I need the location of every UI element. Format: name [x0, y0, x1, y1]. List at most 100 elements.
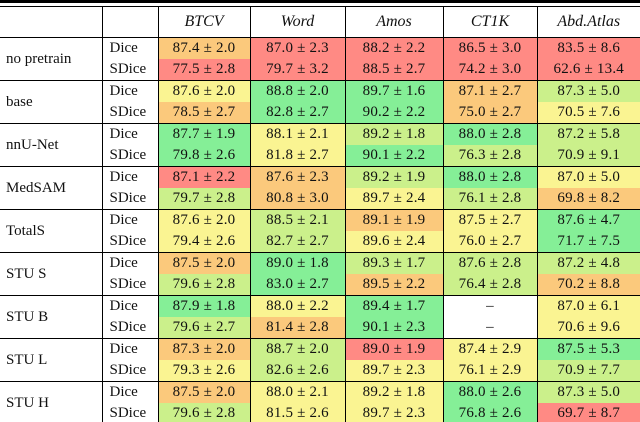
model-label: STU B [0, 295, 102, 339]
value-cell: 87.5 ± 2.0 [157, 252, 250, 274]
value-cell: 89.6 ± 2.4 [344, 231, 443, 253]
value-cell: 70.6 ± 9.6 [536, 317, 640, 339]
value-cell: 81.8 ± 2.7 [249, 145, 345, 167]
value-cell: 87.6 ± 2.0 [157, 209, 250, 231]
value-cell: 86.5 ± 3.0 [442, 37, 537, 59]
metric-label: SDice [101, 59, 158, 81]
metric-label: SDice [101, 231, 158, 253]
value-cell: 74.2 ± 3.0 [442, 59, 537, 81]
value-cell: 89.7 ± 2.4 [344, 188, 443, 210]
value-cell: 87.0 ± 2.3 [249, 37, 345, 59]
metric-label: SDice [101, 145, 158, 167]
model-label: STU H [0, 381, 102, 422]
table-row: no pretrain Dice 87.4 ± 2.0 87.0 ± 2.3 88.2 … [0, 37, 640, 81]
model-label: STU S [0, 252, 102, 296]
value-cell: 87.1 ± 2.2 [157, 166, 250, 188]
value-cell: – [442, 317, 537, 339]
table-row: TotalS Dice 87.6 ± 2.0 88.5 ± 2.1 89.1 ± 1.9… [0, 209, 640, 253]
model-label: base [0, 80, 102, 124]
metric-label: Dice [101, 381, 158, 403]
value-cell: – [442, 295, 537, 317]
metric-label: SDice [101, 274, 158, 296]
value-cell: 89.5 ± 2.2 [344, 274, 443, 296]
metric-label: Dice [101, 338, 158, 360]
metric-label: SDice [101, 317, 158, 339]
value-cell: 87.5 ± 5.3 [536, 338, 640, 360]
value-cell: 70.5 ± 7.6 [536, 102, 640, 124]
value-cell: 87.0 ± 5.0 [536, 166, 640, 188]
value-cell: 88.0 ± 2.6 [442, 381, 537, 403]
table-row: SDice 79.8 ± 2.6 81.8 ± 2.7 90.1 ± 2.2 76.3 … [0, 145, 640, 167]
column-header-amos: Amos [344, 6, 443, 38]
value-cell: 71.7 ± 7.5 [536, 231, 640, 253]
header-row: BTCV Word Amos CT1K Abd.Atlas [0, 6, 640, 38]
value-cell: 83.5 ± 8.6 [536, 37, 640, 59]
value-cell: 79.8 ± 2.6 [157, 145, 250, 167]
value-cell: 87.4 ± 2.9 [442, 338, 537, 360]
model-label: TotalS [0, 209, 102, 253]
table-row: SDice 79.6 ± 2.7 81.4 ± 2.8 90.1 ± 2.3–70.6… [0, 317, 640, 339]
value-cell: 87.6 ± 2.3 [249, 166, 345, 188]
value-cell: 83.0 ± 2.7 [249, 274, 345, 296]
table-row: SDice 79.7 ± 2.8 80.8 ± 3.0 89.7 ± 2.4 76.1 … [0, 188, 640, 210]
value-cell: 87.0 ± 6.1 [536, 295, 640, 317]
value-cell: 87.2 ± 5.8 [536, 123, 640, 145]
value-cell: 79.7 ± 2.8 [157, 188, 250, 210]
metric-label: Dice [101, 80, 158, 102]
metric-label: SDice [101, 102, 158, 124]
value-cell: 69.7 ± 8.7 [536, 403, 640, 422]
table-row: STU H Dice 87.5 ± 2.0 88.0 ± 2.1 89.2 ± 1.8 8… [0, 381, 640, 422]
value-cell: 79.7 ± 3.2 [249, 59, 345, 81]
value-cell: 87.7 ± 1.9 [157, 123, 250, 145]
value-cell: 89.7 ± 2.3 [344, 360, 443, 382]
corner-cell-metric [101, 6, 158, 38]
value-cell: 90.1 ± 2.2 [344, 145, 443, 167]
value-cell: 87.3 ± 5.0 [536, 381, 640, 403]
value-cell: 88.7 ± 2.0 [249, 338, 345, 360]
table-row: STU S Dice 87.5 ± 2.0 89.0 ± 1.8 89.3 ± 1.7 8… [0, 252, 640, 296]
value-cell: 78.5 ± 2.7 [157, 102, 250, 124]
table-row: SDice 78.5 ± 2.7 82.8 ± 2.7 90.2 ± 2.2 75.0 … [0, 102, 640, 124]
table-row: base Dice 87.6 ± 2.0 88.8 ± 2.0 89.7 ± 1.6 87… [0, 80, 640, 124]
table-row: SDice 77.5 ± 2.8 79.7 ± 3.2 88.5 ± 2.7 74.2 … [0, 59, 640, 81]
value-cell: 79.6 ± 2.8 [157, 274, 250, 296]
model-label: STU L [0, 338, 102, 382]
value-cell: 88.2 ± 2.2 [344, 37, 443, 59]
value-cell: 87.6 ± 4.7 [536, 209, 640, 231]
table-row: SDice 79.3 ± 2.6 82.6 ± 2.6 89.7 ± 2.3 76.1 … [0, 360, 640, 382]
value-cell: 77.5 ± 2.8 [157, 59, 250, 81]
metric-label: Dice [101, 37, 158, 59]
value-cell: 89.7 ± 1.6 [344, 80, 443, 102]
metric-label: Dice [101, 209, 158, 231]
value-cell: 87.9 ± 1.8 [157, 295, 250, 317]
value-cell: 90.1 ± 2.3 [344, 317, 443, 339]
value-cell: 87.3 ± 2.0 [157, 338, 250, 360]
value-cell: 89.0 ± 1.9 [344, 338, 443, 360]
value-cell: 87.1 ± 2.7 [442, 80, 537, 102]
column-header-word: Word [249, 6, 345, 38]
value-cell: 79.3 ± 2.6 [157, 360, 250, 382]
value-cell: 89.2 ± 1.8 [344, 381, 443, 403]
value-cell: 79.4 ± 2.6 [157, 231, 250, 253]
value-cell: 87.2 ± 4.8 [536, 252, 640, 274]
table-body: no pretrain Dice 87.4 ± 2.0 87.0 ± 2.3 88.2 … [0, 37, 640, 422]
value-cell: 89.2 ± 1.8 [344, 123, 443, 145]
value-cell: 88.0 ± 2.8 [442, 123, 537, 145]
value-cell: 75.0 ± 2.7 [442, 102, 537, 124]
model-label: MedSAM [0, 166, 102, 210]
value-cell: 88.0 ± 2.2 [249, 295, 345, 317]
value-cell: 76.1 ± 2.8 [442, 188, 537, 210]
metric-label: SDice [101, 188, 158, 210]
value-cell: 87.4 ± 2.0 [157, 37, 250, 59]
column-header-ct1k: CT1K [442, 6, 537, 38]
table-row: STU B Dice 87.9 ± 1.8 88.0 ± 2.2 89.4 ± 1.7–… [0, 295, 640, 339]
value-cell: 88.0 ± 2.1 [249, 381, 345, 403]
table-row: SDice 79.6 ± 2.8 83.0 ± 2.7 89.5 ± 2.2 76.4 … [0, 274, 640, 296]
metric-label: SDice [101, 403, 158, 422]
corner-cell-model [0, 6, 102, 38]
value-cell: 70.9 ± 7.7 [536, 360, 640, 382]
value-cell: 90.2 ± 2.2 [344, 102, 443, 124]
value-cell: 70.9 ± 9.1 [536, 145, 640, 167]
table-row: nnU-Net Dice 87.7 ± 1.9 88.1 ± 2.1 89.2 ± 1.… [0, 123, 640, 167]
value-cell: 89.1 ± 1.9 [344, 209, 443, 231]
